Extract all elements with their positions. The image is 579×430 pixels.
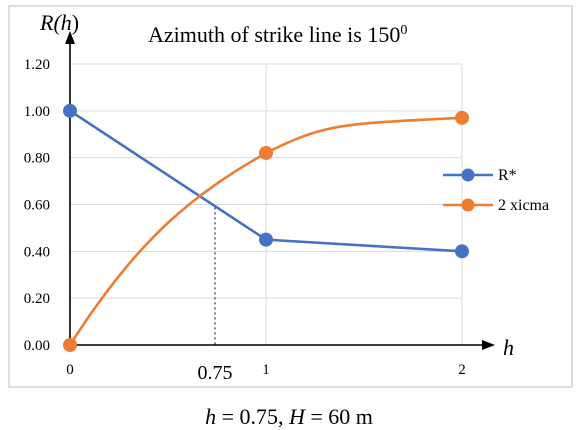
series-0-point-1: [259, 232, 273, 247]
series-1-point-1: [259, 145, 273, 160]
chart-title: Azimuth of strike line is 1500: [148, 22, 407, 47]
x-axis-title: h: [503, 335, 514, 360]
legend: R* 2 xicma: [443, 167, 549, 214]
x-axis-arrow: [482, 340, 495, 350]
x-tick-label: 0: [66, 362, 74, 378]
y-axis-arrow: [65, 31, 75, 44]
y-tick-label: 0.20: [24, 291, 50, 307]
legend-marker-0: [461, 168, 475, 182]
legend-marker-1: [461, 198, 475, 212]
annotation-075: 0.75: [198, 207, 233, 384]
y-tick-label: 0.80: [24, 151, 50, 167]
y-tick-label: 0.60: [24, 198, 50, 214]
caption: h = 0.75, H = 60 m: [205, 404, 373, 429]
x-tick-label: 2: [458, 362, 466, 378]
y-tick-labels: 0.00 0.20 0.40 0.60 0.80 1.00 1.20: [24, 57, 50, 354]
legend-label-1: 2 xicma: [498, 197, 549, 214]
x-tick-labels: 0 1 2: [66, 362, 466, 378]
y-tick-label: 0.40: [24, 244, 50, 260]
series-0-point-2: [455, 244, 469, 259]
series-1-point-2: [455, 110, 469, 125]
x-tick-label: 1: [262, 362, 270, 378]
chart-panel: [8, 5, 573, 388]
annotation-label: 0.75: [198, 362, 233, 384]
series-group: [63, 103, 469, 352]
legend-label-0: R*: [498, 167, 517, 184]
series-0-point-0: [63, 103, 77, 118]
y-axis-title: R(h): [39, 10, 79, 35]
y-tick-label: 0.00: [24, 338, 50, 354]
series-1-point-0: [63, 338, 77, 352]
y-tick-label: 1.20: [24, 57, 50, 73]
y-tick-label: 1.00: [24, 104, 50, 120]
